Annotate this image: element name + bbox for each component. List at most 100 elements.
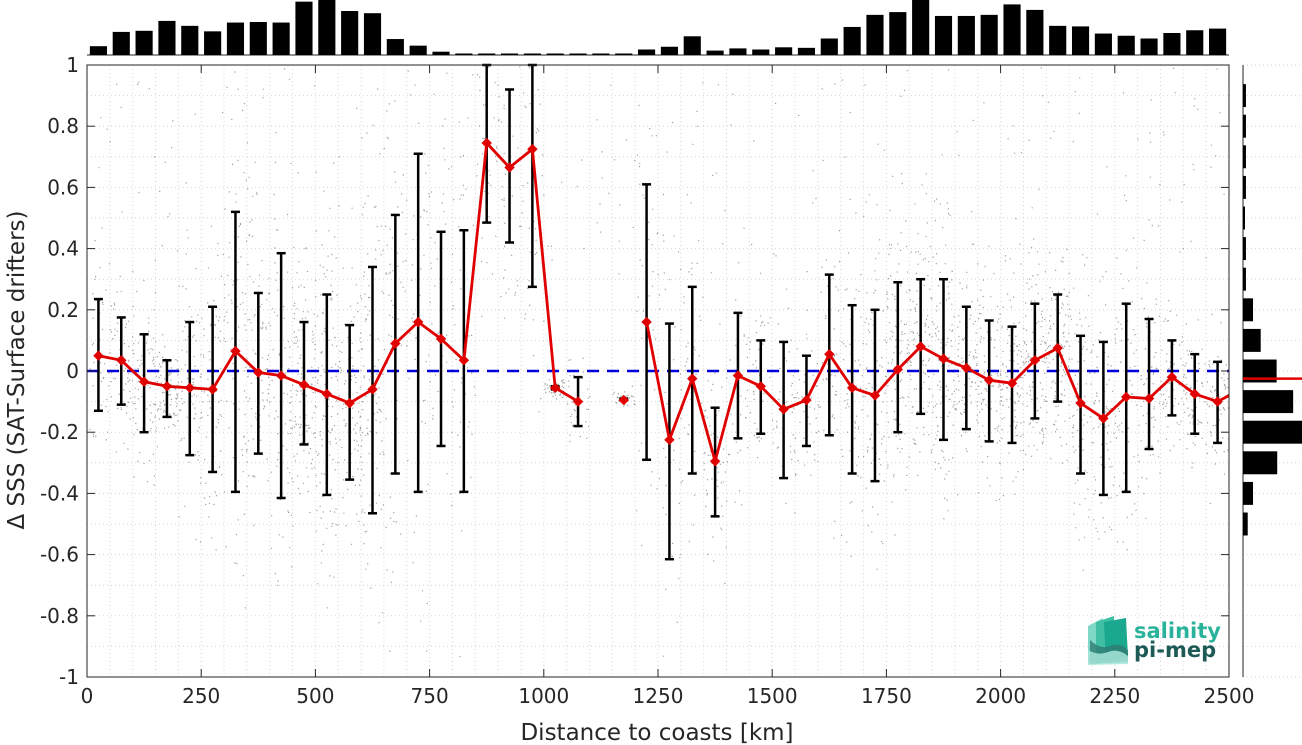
top-hist-bar: [957, 15, 975, 55]
data-point: [321, 388, 333, 400]
top-hist-bar: [341, 11, 359, 55]
salinity-pi-mep-logo: salinity pi-mep: [1088, 616, 1221, 665]
data-point: [504, 162, 515, 173]
top-hist-bar: [797, 47, 816, 55]
top-hist-bar: [775, 47, 793, 55]
top-hist-bar: [1140, 38, 1158, 55]
x-tick-label: 250: [182, 684, 220, 708]
top-hist-bar: [638, 49, 656, 55]
data-point: [116, 355, 127, 366]
right-hist-bar: [1243, 267, 1246, 291]
data-point: [550, 382, 561, 394]
data-point: [138, 376, 150, 387]
logo-line2: pi-mep: [1134, 638, 1216, 662]
data-point: [1189, 388, 1200, 400]
data-point: [687, 373, 698, 384]
data-point: [253, 367, 264, 378]
right-hist-bar: [1243, 206, 1245, 230]
top-hist-bar: [1117, 35, 1135, 55]
logo-line1: salinity: [1134, 619, 1221, 643]
data-point: [961, 362, 972, 374]
data-point: [755, 381, 766, 392]
data-point: [230, 345, 241, 357]
right-hist-bar: [1243, 145, 1246, 169]
data-point: [1098, 413, 1109, 424]
y-tick-label: -0.4: [40, 481, 79, 505]
top-hist-bar: [729, 48, 747, 55]
right-hist-bar: [1243, 84, 1246, 108]
x-tick-label: 2500: [1204, 684, 1255, 708]
x-axis-title: Distance to coasts [km]: [520, 720, 793, 745]
right-hist-bar: [1243, 390, 1294, 414]
y-axis-title: Δ SSS (SAT-Surface drifters): [4, 211, 30, 530]
data-point: [824, 348, 835, 360]
top-hist-bar: [318, 0, 336, 55]
top-hist-bar: [934, 15, 953, 55]
data-point: [1212, 396, 1223, 407]
top-hist-bar: [706, 50, 724, 55]
right-hist-bar: [1243, 512, 1248, 536]
right-hist-bar: [1243, 481, 1254, 505]
data-point: [390, 338, 401, 349]
x-tick-label: 500: [296, 684, 334, 708]
data-point: [1075, 397, 1086, 409]
top-hist-bar: [523, 53, 541, 55]
data-point: [93, 350, 104, 361]
top-hist-bar: [660, 46, 678, 55]
x-tick-label: 1000: [518, 684, 569, 708]
x-tick-label: 1750: [861, 684, 912, 708]
y-tick-label: 1: [66, 53, 79, 77]
x-tick-label: 750: [411, 684, 449, 708]
right-histogram: [1243, 84, 1302, 536]
logo-mark-icon: [1088, 616, 1128, 665]
y-tick-label: -1: [59, 665, 79, 689]
top-hist-bar: [592, 53, 610, 55]
data-point: [1029, 355, 1041, 366]
data-point: [1166, 371, 1178, 383]
data-point: [938, 353, 949, 364]
top-hist-bar: [1071, 26, 1090, 55]
right-hist-bar: [1243, 237, 1246, 261]
top-histogram: [89, 0, 1227, 56]
top-hist-bar: [1209, 28, 1227, 55]
data-point: [869, 390, 881, 401]
top-hist-bar: [1094, 33, 1112, 55]
y-tick-label: 0.2: [47, 298, 79, 322]
data-point: [915, 341, 926, 352]
x-tick-label: 2250: [1089, 684, 1140, 708]
data-point: [458, 355, 470, 366]
x-tick-label: 1500: [747, 684, 798, 708]
data-point: [983, 374, 995, 386]
data-point: [664, 434, 675, 446]
top-hist-bar: [546, 53, 564, 55]
top-hist-bar: [843, 26, 861, 55]
right-hist-bar: [1243, 420, 1302, 444]
top-hist-bar: [500, 53, 519, 55]
data-point: [184, 382, 195, 394]
top-hist-bar: [1049, 25, 1067, 55]
x-tick-label: 0: [81, 684, 94, 708]
top-hist-bar: [1186, 30, 1204, 55]
right-hist-bar: [1243, 359, 1277, 383]
right-hist-bar: [1243, 114, 1246, 138]
x-tick-label: 2000: [975, 684, 1026, 708]
data-point: [1121, 391, 1132, 403]
top-hist-bar: [820, 38, 838, 55]
top-hist-bar: [135, 30, 153, 55]
data-point: [275, 370, 287, 381]
data-point: [161, 381, 173, 392]
top-hist-bar: [752, 49, 770, 55]
top-hist-bar: [912, 0, 930, 55]
top-hist-bar: [226, 22, 245, 55]
data-point: [1143, 393, 1155, 404]
y-tick-label: -0.2: [40, 420, 79, 444]
data-point: [207, 384, 218, 395]
data-point: [892, 364, 904, 375]
y-tick-label: -0.8: [40, 604, 79, 628]
top-hist-bar: [249, 22, 267, 55]
data-point: [344, 397, 355, 409]
top-hist-bar: [455, 53, 473, 55]
right-hist-bar: [1243, 175, 1246, 199]
axis-ticks: 0 250 500 750 1000 1250 1500 1750 2000 2250 2500 -1…: [40, 53, 1254, 708]
